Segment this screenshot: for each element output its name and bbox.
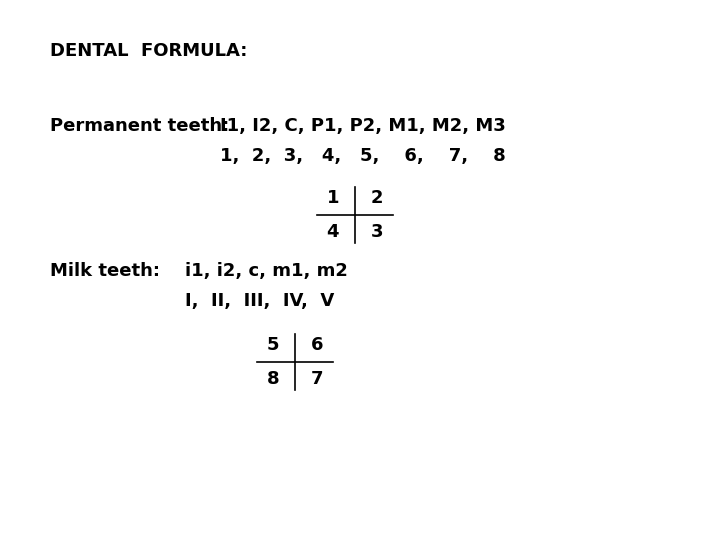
Text: 4: 4	[326, 223, 339, 241]
Text: 7: 7	[311, 370, 323, 388]
Text: 2: 2	[371, 189, 384, 207]
Text: 1: 1	[326, 189, 339, 207]
Text: 5: 5	[266, 336, 279, 354]
Text: 8: 8	[266, 370, 279, 388]
Text: 6: 6	[311, 336, 323, 354]
Text: Permanent teeth:: Permanent teeth:	[50, 117, 229, 135]
Text: I1, I2, C, P1, P2, M1, M2, M3: I1, I2, C, P1, P2, M1, M2, M3	[220, 117, 505, 135]
Text: i1, i2, c, m1, m2: i1, i2, c, m1, m2	[185, 262, 348, 280]
Text: 1,  2,  3,   4,   5,    6,    7,    8: 1, 2, 3, 4, 5, 6, 7, 8	[220, 147, 505, 165]
Text: 3: 3	[371, 223, 384, 241]
Text: DENTAL  FORMULA:: DENTAL FORMULA:	[50, 42, 248, 60]
Text: Milk teeth:: Milk teeth:	[50, 262, 160, 280]
Text: I,  II,  III,  IV,  V: I, II, III, IV, V	[185, 292, 334, 310]
